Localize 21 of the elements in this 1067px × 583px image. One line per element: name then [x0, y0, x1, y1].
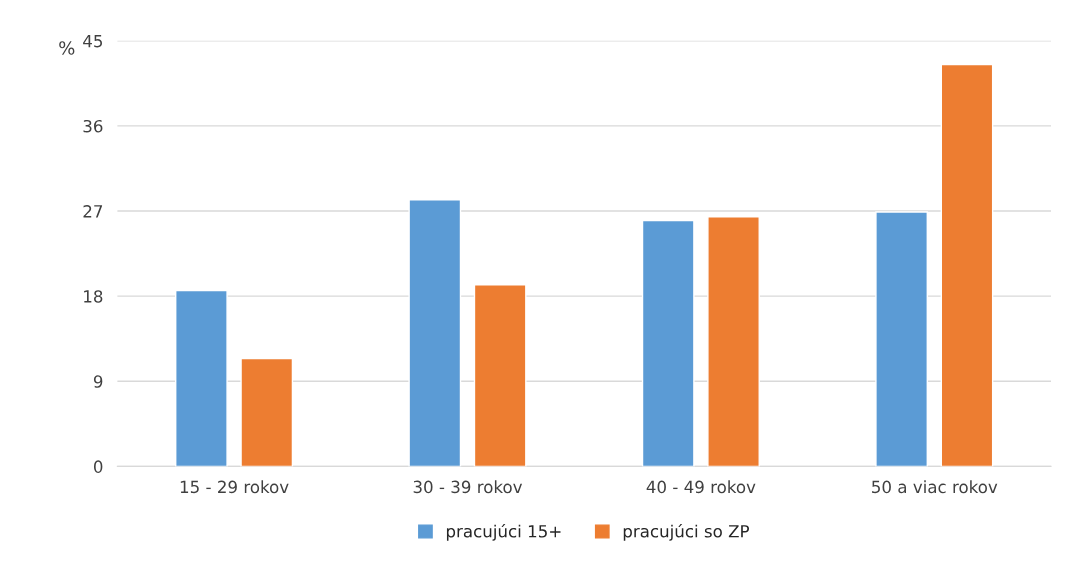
y-tick-label: 18: [84, 290, 103, 303]
bar: [875, 211, 928, 467]
legend-label: pracujúci so ZP: [623, 523, 750, 541]
y-tick-label: 36: [83, 119, 103, 133]
x-tick-label: 40 - 49 rokov: [646, 480, 756, 494]
y-tick-label: 0: [93, 460, 103, 473]
y-tick-label: 9: [93, 375, 103, 388]
y-tick-label: 45: [83, 34, 103, 48]
y-axis-title: %: [59, 41, 75, 55]
x-tick-label: 30 - 39 rokov: [413, 480, 523, 494]
legend-label: pracujúci 15+: [446, 523, 561, 541]
bar: [940, 63, 994, 467]
bar: [408, 199, 462, 467]
bar: [707, 216, 760, 467]
bar: [641, 219, 695, 467]
bar: [175, 289, 228, 467]
bar: [473, 284, 527, 467]
x-tick-label: 15 - 29 rokov: [180, 480, 289, 494]
x-tick-label: 50 a viac rokov: [872, 480, 998, 494]
y-tick-label: 27: [83, 205, 103, 218]
bar: [240, 357, 294, 467]
